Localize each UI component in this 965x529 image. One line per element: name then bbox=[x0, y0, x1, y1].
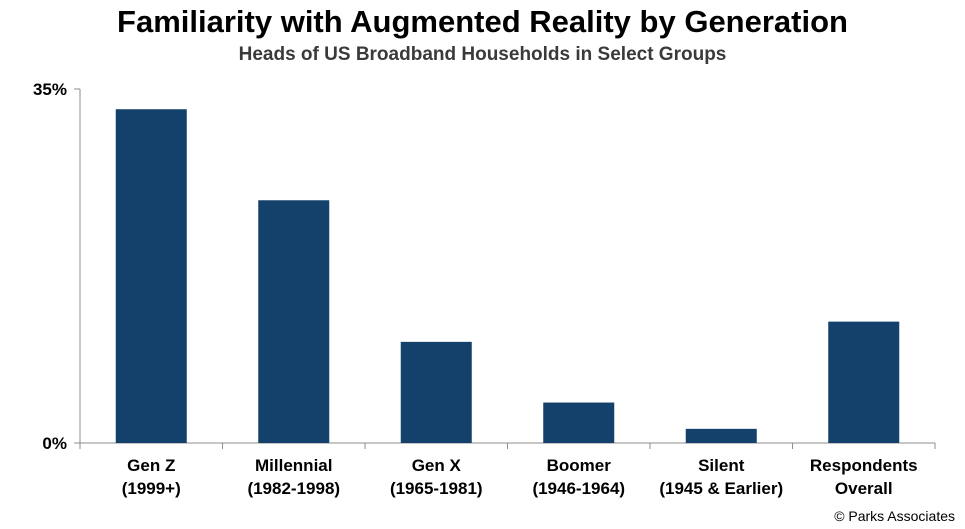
x-category-label: (1945 & Earlier) bbox=[659, 479, 783, 498]
x-category-label: (1982-1998) bbox=[247, 479, 340, 498]
bar bbox=[258, 200, 330, 443]
bar bbox=[685, 428, 757, 443]
x-category-label: (1965-1981) bbox=[390, 479, 483, 498]
x-category-label: Silent bbox=[698, 456, 745, 475]
x-category-label: Boomer bbox=[547, 456, 612, 475]
x-category-label: Overall bbox=[835, 479, 893, 498]
x-category-label: Millennial bbox=[255, 456, 332, 475]
x-category-label: (1946-1964) bbox=[532, 479, 625, 498]
y-tick-label: 35% bbox=[33, 80, 67, 99]
x-category-label: Gen Z bbox=[127, 456, 175, 475]
chart-subtitle: Heads of US Broadband Households in Sele… bbox=[238, 44, 727, 65]
source-note: © Parks Associates bbox=[834, 508, 955, 524]
bar bbox=[400, 341, 472, 443]
x-category-label: (1999+) bbox=[122, 479, 181, 498]
chart-title: Familiarity with Augmented Reality by Ge… bbox=[117, 4, 848, 39]
bar bbox=[543, 402, 615, 443]
bar bbox=[828, 321, 900, 443]
bar bbox=[115, 109, 187, 443]
x-category-label: Respondents bbox=[810, 456, 918, 475]
y-tick-label: 0% bbox=[42, 434, 67, 453]
x-category-label: Gen X bbox=[412, 456, 462, 475]
